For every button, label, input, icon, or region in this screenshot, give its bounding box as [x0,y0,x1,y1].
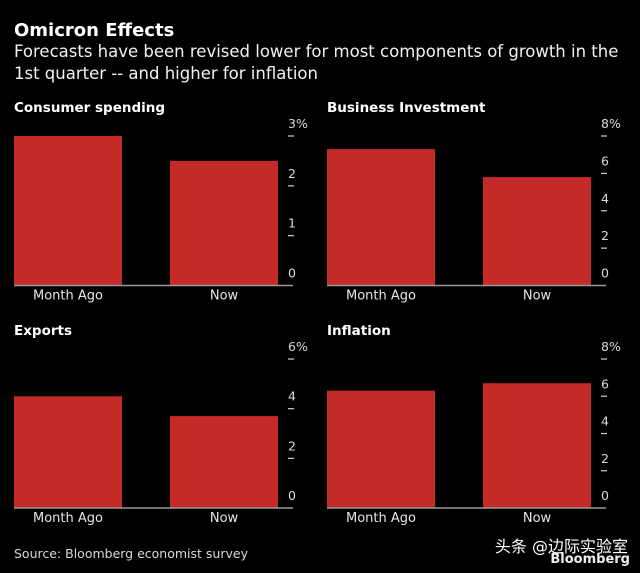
bar-month-ago [14,396,122,508]
source-note: Source: Bloomberg economist survey [14,546,248,561]
y-tick-label: 4 [601,191,609,206]
bar-now [170,416,278,508]
bar-now [170,160,278,286]
x-tick-label: Month Ago [33,289,103,304]
y-tick-label: 0 [601,266,609,281]
x-tick-label: Now [210,511,239,526]
y-tick-label: 8% [601,339,621,354]
y-tick-label: 0 [601,488,609,503]
y-tick-label: 2 [601,451,609,466]
y-tick-label: 4 [601,414,609,429]
watermark: 头条 @边际实验室 [494,537,628,556]
y-tick-label: 6% [288,339,308,354]
y-tick-label: 6 [601,153,609,168]
brand-logo: Bloomberg [550,552,630,567]
panel-title: Business Investment [327,100,486,116]
x-tick-label: Month Ago [346,511,416,526]
chart-subtitle: Forecasts have been revised lower for mo… [14,42,619,83]
y-tick-label: 2 [601,228,609,243]
y-tick-label: 0 [288,488,296,503]
y-tick-label: 2 [288,166,296,181]
x-tick-label: Month Ago [346,289,416,304]
y-tick-label: 3% [288,116,308,131]
x-tick-label: Now [523,289,552,304]
y-tick-label: 6 [601,376,609,391]
x-tick-label: Now [210,289,239,304]
panel-title: Consumer spending [14,100,165,116]
panel-title: Exports [14,323,72,339]
y-tick-label: 2 [288,438,296,453]
bar-month-ago [14,136,122,286]
bar-month-ago [327,149,435,286]
y-tick-label: 8% [601,116,621,131]
x-tick-label: Now [523,511,552,526]
y-tick-label: 0 [288,266,296,281]
bar-now [483,177,591,286]
y-tick-label: 4 [288,389,296,404]
x-tick-label: Month Ago [33,511,103,526]
y-tick-label: 1 [288,216,296,231]
panel-title: Inflation [327,323,391,339]
bar-month-ago [327,390,435,508]
bar-now [483,383,591,508]
chart-title: Omicron Effects [14,20,175,41]
